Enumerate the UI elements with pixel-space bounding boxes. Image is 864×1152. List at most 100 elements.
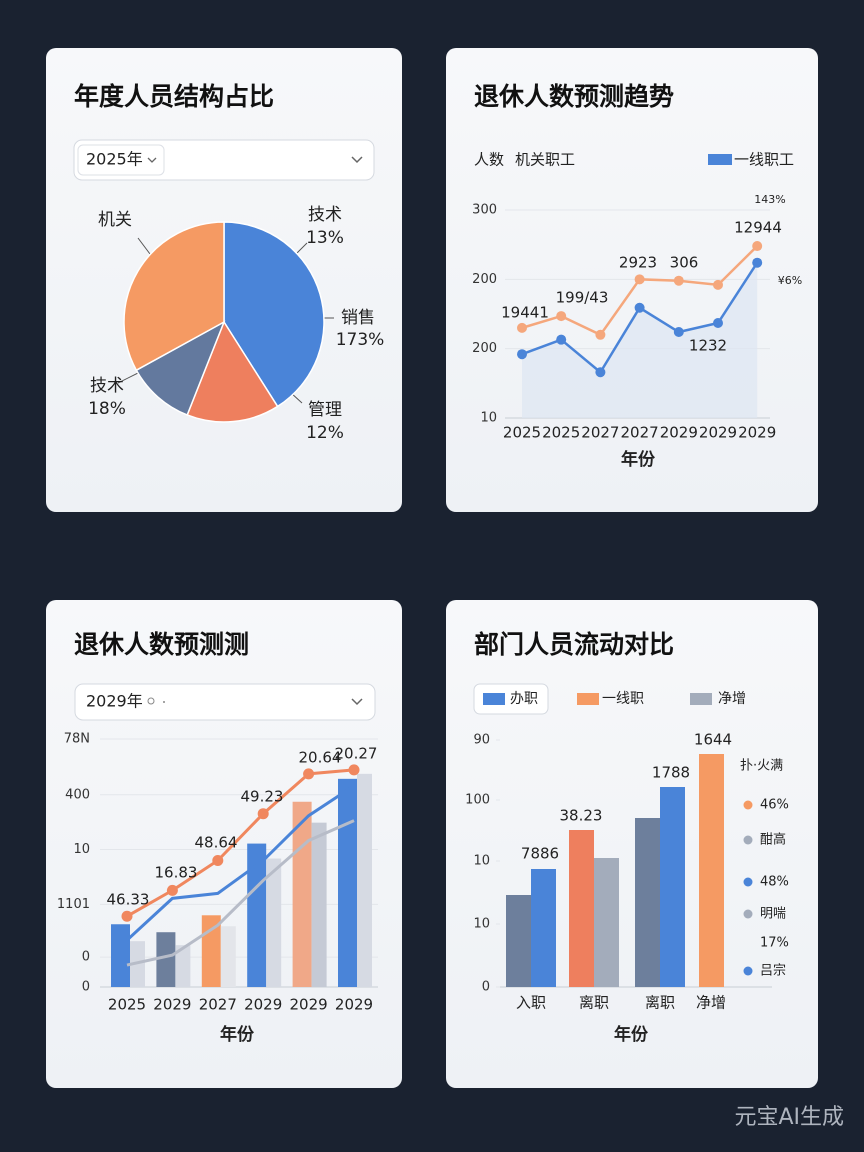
dropdown-value: 2025年	[86, 150, 143, 169]
bar	[660, 787, 685, 987]
y-tick-label: 90	[473, 733, 490, 748]
x-tick-label: 2029	[244, 996, 282, 1014]
chart-title: 退休人数预测趋势	[474, 82, 674, 111]
y-tick-label: 1101	[57, 897, 90, 912]
y-tick-label: 400	[65, 787, 90, 802]
pie-slice	[135, 320, 226, 416]
x-tick-label: 2029	[699, 424, 737, 442]
slice-label: 销售	[341, 308, 375, 328]
annotation: 2923	[619, 254, 657, 272]
slice-label: 管理	[308, 400, 342, 420]
side-marker	[743, 877, 753, 887]
dot	[163, 701, 165, 703]
slice-label: 技术	[308, 205, 342, 225]
side-title: 扑·火满	[740, 759, 783, 774]
chevron	[147, 157, 157, 163]
y-tick-label: 10	[473, 854, 490, 869]
legend-box	[473, 683, 549, 715]
annotation: 1644	[694, 731, 732, 749]
y-axis-title: 人数	[474, 151, 504, 169]
annotation: 12944	[734, 219, 782, 237]
y-tick-label: 200	[472, 341, 497, 356]
side-label: 46%	[760, 798, 789, 813]
annotation: 49.23	[241, 788, 284, 806]
x-tick-label: 2029	[335, 996, 373, 1014]
side-label: 明喘	[760, 906, 786, 922]
x-tick-label: 2025	[503, 424, 541, 442]
legend-label: 办职	[510, 691, 538, 707]
watermark: 元宝AI生成	[734, 1105, 844, 1130]
bar	[699, 754, 724, 987]
annotation: 48.64	[195, 834, 238, 852]
bar	[175, 945, 191, 987]
x-tick-label: 2025	[542, 424, 580, 442]
bar	[531, 869, 556, 987]
legend-label: 一线职工	[734, 151, 794, 169]
y-tick-label: 0	[482, 980, 490, 995]
bar	[292, 801, 312, 987]
annotation: 1232	[689, 337, 727, 355]
y-tick-label: 10	[473, 917, 490, 932]
y-tick-label: 200	[472, 272, 497, 287]
bar	[569, 830, 594, 987]
x-tick-label: 净增	[696, 994, 726, 1012]
annotation: 199/43	[556, 289, 609, 307]
x-tick-label: 2029	[153, 996, 191, 1014]
annotation: 38.23	[560, 807, 603, 825]
side-marker	[743, 800, 753, 810]
point	[556, 311, 567, 322]
x-tick-label: 2027	[199, 996, 237, 1014]
y-tick-label: 0	[82, 980, 90, 995]
annotation: 46.33	[107, 891, 150, 909]
bar	[635, 818, 660, 987]
x-tick-label: 2029	[660, 424, 698, 442]
bar	[220, 926, 236, 987]
point	[303, 768, 315, 780]
legend-label: 一线职	[602, 691, 644, 707]
side-marker	[743, 966, 753, 976]
y-tick-label: 10	[73, 842, 90, 857]
x-tick-label: 离职	[645, 994, 675, 1012]
point	[752, 241, 763, 252]
chart-title: 年度人员结构占比	[74, 82, 274, 111]
side-label: 17%	[760, 936, 789, 951]
x-tick-label: 2029	[290, 996, 328, 1014]
chevron	[351, 156, 363, 164]
dropdown-value: 2029年	[86, 692, 143, 711]
point	[556, 334, 567, 345]
x-tick-label: 2027	[581, 424, 619, 442]
bar	[338, 778, 357, 987]
slice-label: 机关	[98, 210, 132, 230]
x-tick-label: 入职	[516, 994, 546, 1012]
chart-title: 退休人数预测测	[74, 630, 249, 659]
pie-slice	[123, 221, 225, 372]
point	[713, 279, 723, 290]
point	[713, 318, 723, 329]
bar	[357, 773, 372, 987]
bar	[111, 924, 130, 987]
annotation: 16.83	[155, 864, 198, 882]
x-axis-title: 年份	[220, 1024, 255, 1045]
point	[595, 367, 606, 378]
bar	[266, 858, 282, 987]
annotation: 19441	[501, 304, 549, 322]
line	[126, 768, 355, 918]
bar	[156, 932, 176, 987]
y-tick-label: 78N	[64, 731, 90, 746]
annotation: 7886	[521, 845, 559, 863]
point	[517, 349, 527, 360]
legend-swatch	[577, 693, 599, 705]
annotation: 306	[670, 254, 699, 272]
legend-swatch	[708, 154, 732, 165]
point	[257, 808, 269, 820]
annotation: 143%	[754, 193, 785, 206]
slice-label: 技术	[90, 376, 124, 396]
slice-label: 173%	[336, 330, 385, 350]
x-axis-title: 年份	[621, 449, 656, 470]
point	[121, 910, 133, 922]
chart-title: 部门人员流动对比	[474, 630, 674, 659]
x-tick-label: 2025	[108, 996, 146, 1014]
dropdown[interactable]	[74, 683, 376, 721]
